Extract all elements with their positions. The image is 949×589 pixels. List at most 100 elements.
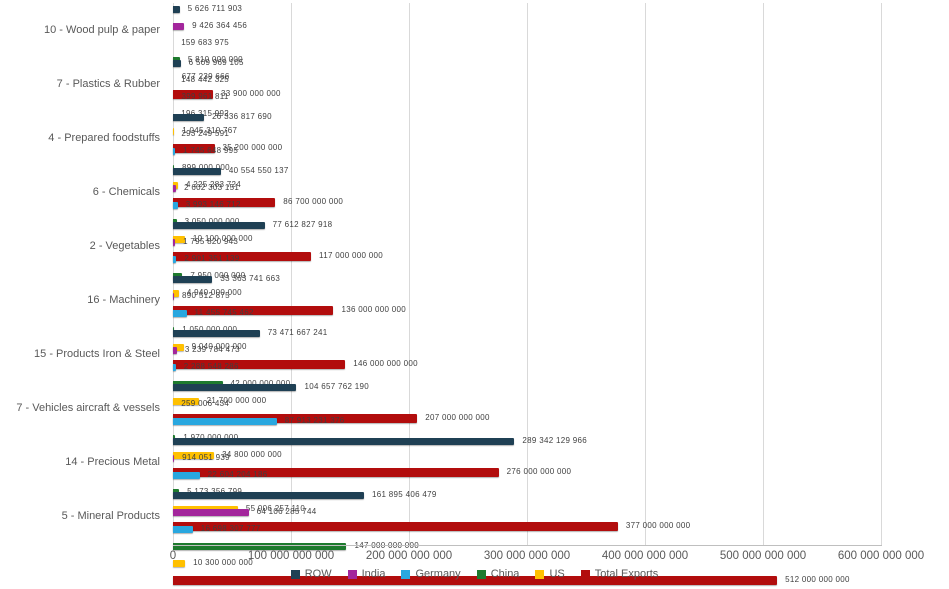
bar-row: 512 000 000 000 xyxy=(173,575,881,585)
bar-value-label: 3 239 784 473 xyxy=(184,345,240,354)
bar-value-label: 377 000 000 000 xyxy=(625,521,691,530)
category-label: 15 - Products Iron & Steel xyxy=(34,348,160,360)
bar-us xyxy=(173,452,215,459)
legend-item-india: India xyxy=(347,568,385,580)
bar-china xyxy=(173,543,347,550)
legend-item-china: China xyxy=(476,568,519,580)
bar-value-label: 1 050 000 000 xyxy=(182,325,237,335)
bar-total-exports xyxy=(173,522,618,531)
legend-item-total-exports: Total Exports xyxy=(580,568,658,580)
bar-value-label: 104 657 762 190 xyxy=(304,382,370,391)
bar-value-label: 2 288 548 286 xyxy=(183,362,239,371)
bar-row: 196 315 992 xyxy=(173,109,881,119)
bar-row: 10 100 000 000 xyxy=(173,234,881,244)
bar-row: 276 000 000 000 xyxy=(173,467,881,477)
bar-row: 1 745 648 995 xyxy=(173,146,881,156)
bar-group: 33 363 741 663 890 512 875 11 455 745 462 1… xyxy=(173,274,881,369)
bar-total-exports xyxy=(173,576,778,585)
bar-group: 77 612 827 918 1 795 820 943 2 901 351 139… xyxy=(173,220,881,315)
plot-area: 5 626 711 903 9 426 364 456 159 683 975 5 8… xyxy=(173,3,882,585)
bar-total-exports xyxy=(173,90,213,99)
legend-swatch-icon xyxy=(347,569,357,579)
bar-india xyxy=(173,347,177,354)
bar-row: 890 512 875 xyxy=(173,291,881,301)
category-axis: 10 - Wood pulp & paper 7 - Plastics & Rub… xyxy=(0,3,166,545)
bar-us xyxy=(173,560,186,567)
bar-value-label: 4 225 283 724 xyxy=(185,180,242,189)
bar-row: 5 626 711 903 xyxy=(173,4,881,14)
bar-value-label: 6 509 969 105 xyxy=(188,58,244,67)
bar-row: 146 000 000 000 xyxy=(173,359,881,369)
category-label: 7 - Vehicles aircraft & vessels xyxy=(16,402,160,414)
bar-total-exports xyxy=(173,468,499,477)
bar-value-label: 677 239 666 xyxy=(181,72,230,81)
bar-germany xyxy=(173,256,177,263)
bar-row: 377 000 000 000 xyxy=(173,521,881,531)
bar-group: 6 509 969 105 148 442 325 399 961 811 196 3… xyxy=(173,58,881,153)
bar-value-label: 399 961 811 xyxy=(181,92,229,101)
bar-value-label: 73 471 667 241 xyxy=(267,328,328,337)
bar-us xyxy=(173,398,199,405)
bar-value-label: 64 106 285 744 xyxy=(256,507,317,516)
bar-value-label: 5 173 356 799 xyxy=(187,487,242,497)
x-tick-label: 400 000 000 000 xyxy=(601,550,689,562)
legend: ROW India Germany China US Total Exports xyxy=(0,568,949,580)
bar-value-label: 2 602 303 151 xyxy=(184,183,240,192)
gridline xyxy=(527,3,528,545)
bar-value-label: 11 455 745 462 xyxy=(194,308,254,317)
legend-item-us: US xyxy=(535,568,565,580)
bar-row xyxy=(173,438,515,445)
bar-row xyxy=(173,168,221,175)
bar-value-label: 146 000 000 000 xyxy=(353,359,418,368)
bar-value-label: 3 050 000 000 xyxy=(185,217,240,227)
bar-value-label: 5 810 000 000 xyxy=(187,55,243,64)
bar-value-label: 40 554 550 137 xyxy=(228,166,289,175)
legend-swatch-icon xyxy=(476,569,486,579)
bar-row xyxy=(173,6,180,13)
bar-row: 3 993 146 712 xyxy=(173,200,881,210)
bar-value-label: 289 342 129 966 xyxy=(522,436,587,445)
gridline xyxy=(881,3,882,545)
bar-value-label: 117 000 000 000 xyxy=(319,251,384,260)
bar-us xyxy=(173,128,175,135)
bar-row: 207 000 000 000 xyxy=(173,413,881,423)
bar-row: 40 554 550 137 xyxy=(173,166,881,176)
bar-total-exports xyxy=(173,198,276,207)
bar-india xyxy=(173,23,185,30)
bar-value-label: 899 000 000 xyxy=(182,163,230,172)
bar-us xyxy=(173,344,184,351)
bar-group: 5 626 711 903 9 426 364 456 159 683 975 5 8… xyxy=(173,4,881,99)
bar-value-label: 4 940 000 000 xyxy=(186,288,242,297)
gridline xyxy=(409,3,410,545)
x-tick-label: 300 000 000 000 xyxy=(483,550,571,562)
bar-us xyxy=(173,236,185,243)
bar-germany xyxy=(173,148,176,155)
bar-row: 1 045 310 767 xyxy=(173,126,881,136)
bar-value-label: 5 626 711 903 xyxy=(187,4,243,13)
legend-label: Germany xyxy=(415,568,461,580)
bar-value-label: 890 512 875 xyxy=(182,291,230,300)
bar-row: 16 698 307 777 xyxy=(173,524,881,534)
bar-india xyxy=(173,293,175,300)
bar-value-label: 86 700 000 000 xyxy=(283,197,344,206)
bar-value-label: 55 006 257 110 xyxy=(245,504,306,513)
bar-india xyxy=(173,509,249,516)
legend-item-row: ROW xyxy=(290,568,332,580)
category-label: 7 - Plastics & Rubber xyxy=(56,78,160,90)
x-tick-label: 100 000 000 000 xyxy=(247,550,335,562)
category-label: 14 - Precious Metal xyxy=(65,456,160,468)
category-label: 10 - Wood pulp & paper xyxy=(44,24,160,36)
bar-row: 77 612 827 918 xyxy=(173,220,881,230)
bar-value-label: 136 000 000 000 xyxy=(341,305,407,314)
category-label: 4 - Prepared foodstuffs xyxy=(48,132,160,144)
category-label: 2 - Vegetables xyxy=(89,240,160,252)
bar-us xyxy=(173,290,179,297)
bar-row: 86 700 000 000 xyxy=(173,197,881,207)
bar-group: 289 342 129 966 914 051 939 22 604 204 186… xyxy=(173,436,881,531)
bar-value-label: 9 040 000 000 xyxy=(191,342,247,351)
bar-value-label: 21 700 000 000 xyxy=(206,396,267,405)
bar-value-label: 10 300 000 000 xyxy=(193,558,253,567)
category-label: 16 - Machinery xyxy=(87,294,160,306)
bar-total-exports xyxy=(173,252,312,261)
